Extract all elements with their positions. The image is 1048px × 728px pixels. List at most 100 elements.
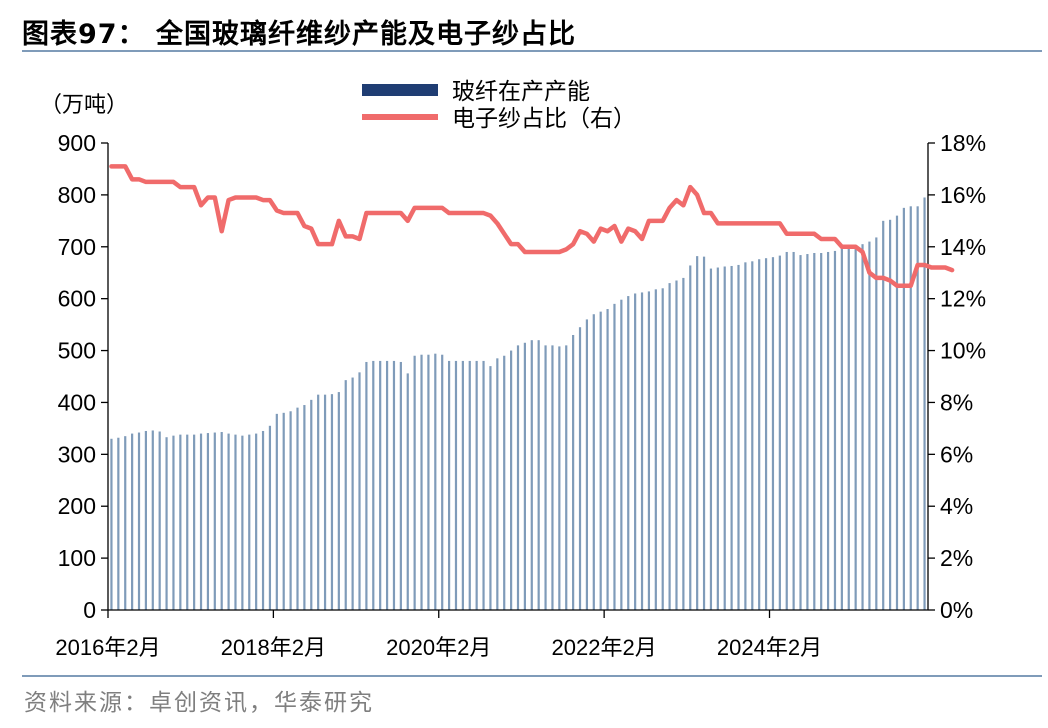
x-tick-label: 2022年2月 (552, 635, 657, 660)
bar (151, 430, 154, 610)
bar (330, 394, 334, 610)
bar (165, 437, 168, 610)
bar (310, 399, 313, 610)
bar (503, 355, 506, 610)
bar (282, 412, 285, 610)
bar (668, 283, 671, 610)
y-right-tick-label: 12% (940, 286, 986, 312)
y-right-tick-label: 10% (940, 338, 986, 364)
bar (544, 345, 547, 610)
bar (379, 360, 382, 610)
y-right-tick-label: 18% (940, 130, 986, 156)
bar (889, 219, 892, 611)
bar (627, 296, 630, 610)
y-left-tick-label: 400 (58, 389, 96, 415)
y-right-tick-label: 16% (940, 182, 986, 208)
x-tick-label: 2018年2月 (221, 635, 326, 660)
bar-series-capacity (110, 197, 926, 611)
bar (482, 360, 485, 610)
bar (523, 342, 526, 610)
y-left-tick-label: 0 (83, 597, 96, 623)
bar (275, 413, 278, 610)
bar (420, 354, 423, 610)
bar (447, 360, 451, 610)
bar (558, 346, 561, 610)
bar (289, 411, 292, 610)
bar (833, 250, 837, 610)
y-left-tick-label: 500 (58, 338, 96, 364)
title-divider (22, 50, 1042, 52)
bar (516, 345, 520, 610)
bar (241, 435, 244, 610)
y-right-tick-label: 6% (940, 441, 973, 467)
line-series-electronic-yarn-share (109, 164, 955, 288)
x-tick-label: 2016年2月 (55, 635, 160, 660)
bar (826, 251, 830, 610)
bar (372, 360, 375, 610)
chart-title: 图表97： 全国玻璃纤维纱产能及电子纱占比 (22, 19, 576, 50)
bar (468, 360, 471, 610)
bar (117, 437, 120, 610)
bar (399, 361, 402, 610)
bar (234, 434, 237, 610)
bar (661, 288, 664, 610)
bar (179, 434, 182, 610)
bar (303, 405, 306, 610)
bar (317, 394, 320, 610)
bar (441, 354, 444, 610)
bar (902, 207, 905, 611)
bar (909, 206, 912, 611)
bar (613, 303, 616, 610)
bar (792, 251, 795, 610)
bar (758, 259, 761, 610)
x-tick-label: 2024年2月 (717, 635, 822, 660)
bar (261, 430, 265, 610)
bar (689, 265, 692, 610)
bar (606, 309, 609, 610)
bar (771, 257, 775, 610)
bar (489, 366, 492, 610)
y-right-tick-label: 4% (940, 493, 973, 519)
y-right-tick-label: 8% (940, 389, 973, 415)
bar (510, 350, 513, 610)
bar (806, 254, 809, 611)
bar (351, 377, 354, 610)
bar (144, 430, 147, 610)
bar (220, 432, 223, 610)
bar (875, 237, 878, 610)
bar (854, 245, 857, 610)
bar (895, 215, 899, 610)
bar (427, 354, 430, 610)
bar (751, 261, 754, 610)
bar (186, 434, 189, 610)
bar (620, 299, 623, 610)
bar (682, 277, 685, 610)
bar (537, 340, 540, 610)
bar (785, 251, 788, 610)
bar (227, 433, 230, 610)
y-right-tick-label: 2% (940, 545, 973, 571)
bar (778, 255, 781, 610)
bar (702, 256, 706, 610)
bar (744, 262, 747, 610)
legend-label-capacity: 玻纤在产产能 (452, 78, 590, 104)
y-left-tick-label: 200 (58, 493, 96, 519)
bar (131, 433, 134, 610)
bar (868, 241, 871, 610)
axes: 0 0% 100 2% 200 4% 300 6% 400 8% 500 10% 600 12% 700 14… (55, 130, 986, 660)
bar (199, 433, 203, 610)
legend-label-share: 电子纱占比（右） (452, 105, 636, 131)
bar (840, 247, 843, 610)
bar (813, 253, 816, 610)
bar (530, 340, 533, 610)
footer-divider (22, 675, 1042, 677)
left-axis-unit: （万吨） (40, 92, 128, 117)
bar (172, 435, 175, 610)
y-left-tick-label: 800 (58, 182, 96, 208)
bar (592, 314, 595, 610)
bar (585, 319, 589, 610)
bar (406, 373, 409, 610)
y-left-tick-label: 600 (58, 286, 96, 312)
share-line (109, 164, 955, 288)
bar (434, 353, 437, 610)
